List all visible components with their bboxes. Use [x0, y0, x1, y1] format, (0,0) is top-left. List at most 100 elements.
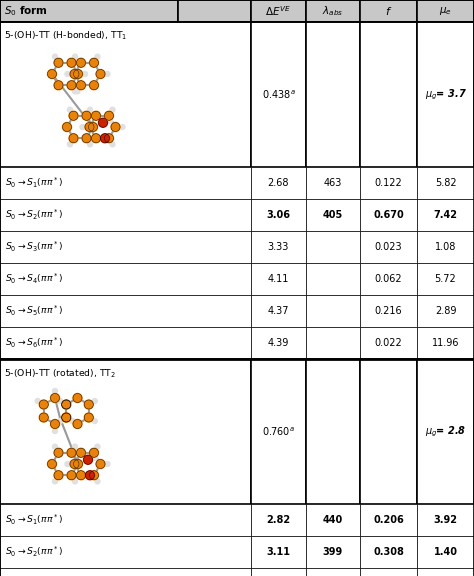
Bar [360, 359, 417, 504]
Circle shape [70, 70, 79, 78]
Bar [0, 295, 251, 327]
Circle shape [92, 455, 98, 460]
Bar [417, 504, 474, 536]
Circle shape [53, 429, 57, 434]
Circle shape [91, 134, 100, 143]
Text: 463: 463 [324, 178, 342, 188]
Text: 405: 405 [323, 210, 343, 220]
Text: 1.08: 1.08 [435, 242, 456, 252]
Bar [306, 359, 360, 504]
Bar [0, 167, 251, 199]
Text: 5.72: 5.72 [435, 274, 456, 284]
Text: 11.96: 11.96 [432, 338, 459, 348]
Circle shape [95, 479, 100, 484]
Circle shape [65, 71, 70, 77]
Text: 3.06: 3.06 [266, 210, 291, 220]
Bar [417, 536, 474, 568]
Text: 0.216: 0.216 [375, 306, 402, 316]
Circle shape [82, 134, 91, 143]
Circle shape [88, 107, 92, 112]
Circle shape [62, 413, 71, 422]
Circle shape [53, 444, 57, 449]
Text: 2.89: 2.89 [435, 306, 456, 316]
Text: 0.760$^a$: 0.760$^a$ [262, 425, 295, 438]
Bar [360, 231, 417, 263]
Text: 0.022: 0.022 [375, 338, 402, 348]
Circle shape [88, 142, 92, 147]
Circle shape [62, 400, 71, 409]
Circle shape [67, 142, 73, 147]
Circle shape [54, 58, 63, 67]
Circle shape [67, 81, 76, 90]
Bar [417, 327, 474, 359]
Text: $S_0 \rightarrow S_1(\pi\pi^*)$: $S_0 \rightarrow S_1(\pi\pi^*)$ [5, 176, 63, 190]
Circle shape [89, 123, 98, 131]
Circle shape [75, 89, 80, 94]
Bar [417, 263, 474, 295]
Circle shape [47, 70, 56, 78]
Circle shape [62, 400, 71, 409]
Bar [417, 167, 474, 199]
Bar [251, 536, 306, 568]
Bar [0, 327, 251, 359]
Bar [0, 22, 251, 167]
Text: 5-(OH)-TT (rotated), TT$_2$: 5-(OH)-TT (rotated), TT$_2$ [4, 367, 116, 380]
Circle shape [54, 81, 63, 90]
Bar [178, 0, 251, 22]
Circle shape [51, 393, 60, 403]
Bar [360, 199, 417, 231]
Bar [306, 199, 360, 231]
Circle shape [58, 399, 63, 404]
Bar [417, 295, 474, 327]
Bar [0, 231, 251, 263]
Bar [306, 568, 360, 576]
Circle shape [80, 124, 85, 130]
Text: $\mu_e$: $\mu_e$ [439, 5, 452, 17]
Text: $\lambda_{abs}$: $\lambda_{abs}$ [322, 4, 344, 18]
Circle shape [92, 399, 97, 404]
Bar [360, 0, 417, 22]
Bar [306, 231, 360, 263]
Circle shape [58, 419, 63, 423]
Bar [417, 568, 474, 576]
Text: $S_0 \rightarrow S_1(\pi\pi^*)$: $S_0 \rightarrow S_1(\pi\pi^*)$ [5, 513, 63, 527]
Text: $\Delta E^{VE}$: $\Delta E^{VE}$ [265, 4, 292, 18]
Circle shape [53, 388, 57, 393]
Circle shape [73, 419, 82, 429]
Bar [251, 22, 306, 167]
Circle shape [39, 400, 48, 409]
Circle shape [111, 123, 120, 131]
Bar [306, 327, 360, 359]
Circle shape [54, 448, 63, 457]
Bar [417, 22, 474, 167]
Circle shape [73, 393, 82, 403]
Text: 4.39: 4.39 [268, 338, 289, 348]
Circle shape [70, 460, 79, 468]
Text: $S_0 \rightarrow S_5(\pi\pi^*)$: $S_0 \rightarrow S_5(\pi\pi^*)$ [5, 304, 63, 318]
Bar [251, 359, 306, 504]
Bar [306, 22, 360, 167]
Text: 0.062: 0.062 [375, 274, 402, 284]
Text: $f$: $f$ [385, 5, 392, 17]
Bar [417, 0, 474, 22]
Circle shape [67, 107, 73, 112]
Text: 399: 399 [323, 547, 343, 557]
Text: $S_0$ form: $S_0$ form [4, 4, 48, 18]
Circle shape [67, 58, 76, 67]
Circle shape [53, 479, 57, 484]
Bar [251, 263, 306, 295]
Circle shape [69, 111, 78, 120]
Text: $S_0 \rightarrow S_6(\pi\pi^*)$: $S_0 \rightarrow S_6(\pi\pi^*)$ [5, 336, 63, 350]
Circle shape [84, 413, 93, 422]
Bar [0, 536, 251, 568]
Circle shape [83, 455, 92, 464]
Circle shape [65, 461, 70, 467]
Circle shape [95, 54, 100, 59]
Text: $S_0 \rightarrow S_4(\pi\pi^*)$: $S_0 \rightarrow S_4(\pi\pi^*)$ [5, 272, 63, 286]
Circle shape [104, 111, 113, 120]
Bar [360, 327, 417, 359]
Bar [251, 295, 306, 327]
Text: 440: 440 [323, 515, 343, 525]
Text: $S_0 \rightarrow S_2(\pi\pi^*)$: $S_0 \rightarrow S_2(\pi\pi^*)$ [5, 545, 63, 559]
Circle shape [76, 81, 85, 90]
